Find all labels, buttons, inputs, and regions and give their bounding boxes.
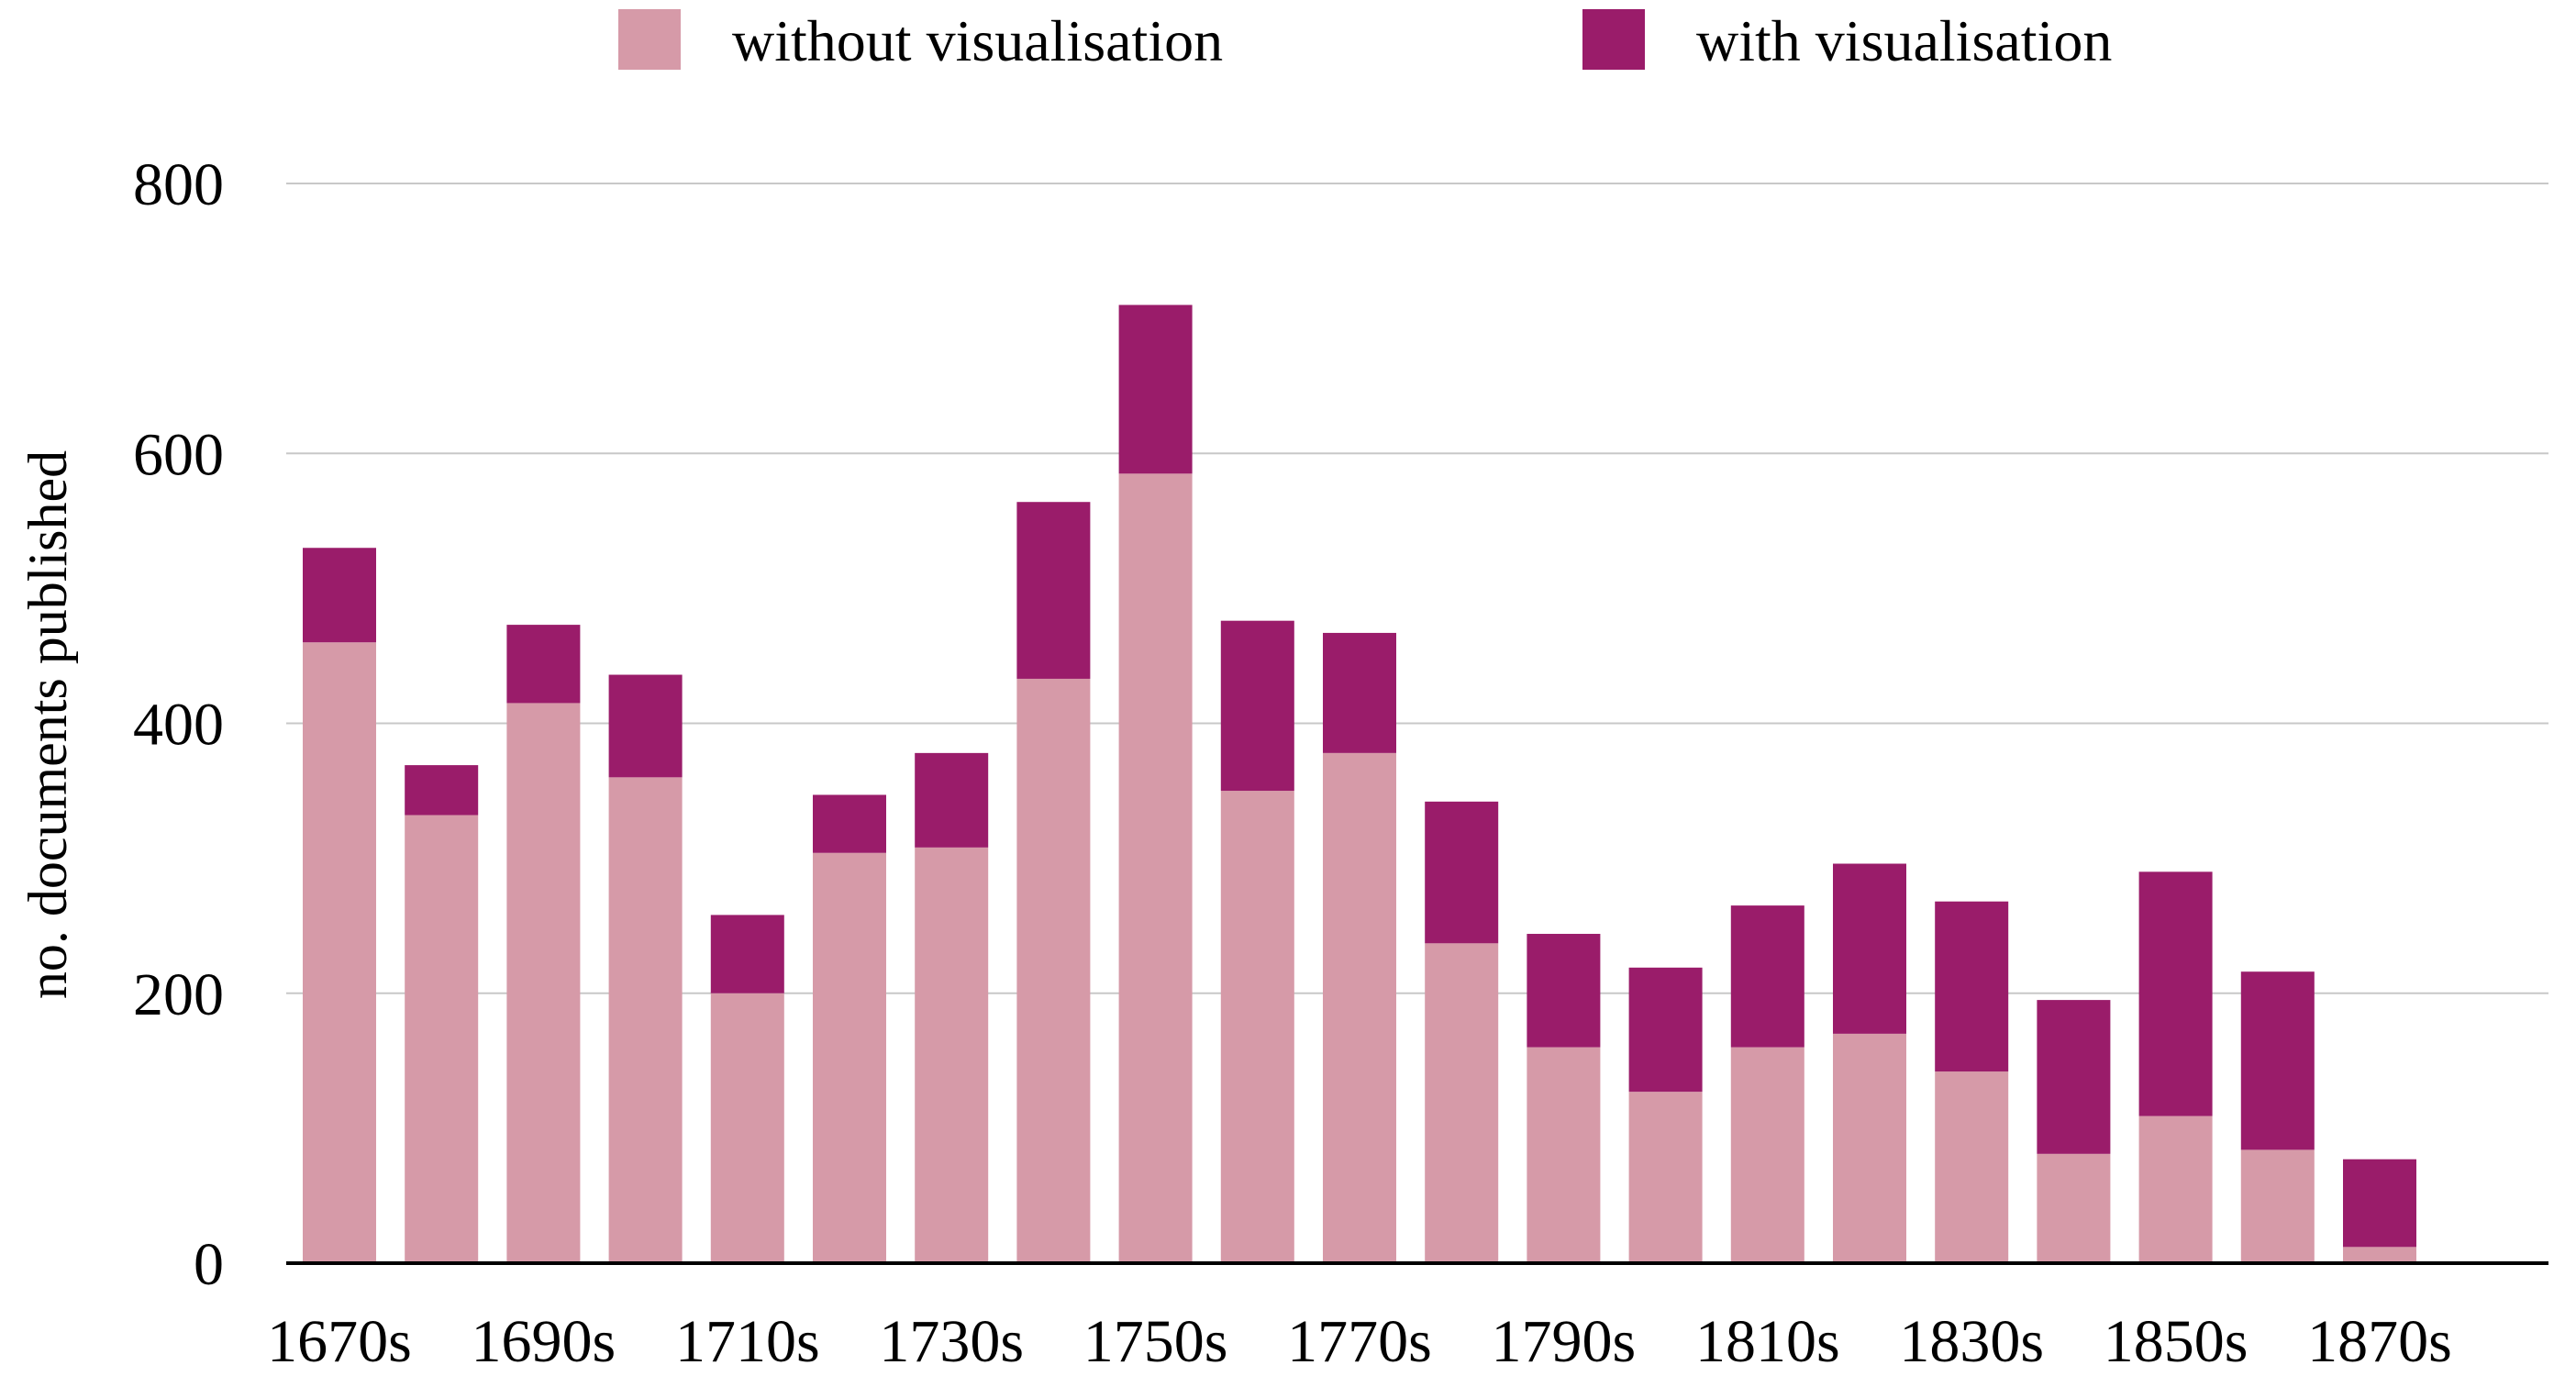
bar-1850s-without	[2138, 1115, 2213, 1263]
bar-1870s-without	[2343, 1247, 2416, 1263]
bar-1760s-without	[1220, 791, 1294, 1263]
legend-swatch-with	[1582, 9, 1645, 70]
x-tick-label-1730s: 1730s	[879, 1308, 1024, 1375]
bar-1750s-without	[1118, 473, 1193, 1263]
bar-1840s-without	[2037, 1153, 2111, 1263]
bar-1700s-with	[608, 674, 683, 778]
bar-1780s-with	[1425, 801, 1499, 944]
bar-1720s-with	[813, 794, 886, 853]
bars	[303, 305, 2416, 1263]
x-tick-label-1790s: 1790s	[1492, 1308, 1637, 1375]
bar-1780s-without	[1425, 943, 1499, 1263]
x-tick-label-1770s: 1770s	[1287, 1308, 1432, 1375]
bar-1830s-without	[1935, 1071, 2009, 1263]
bar-1690s-with	[506, 625, 581, 704]
bar-1810s-with	[1730, 905, 1804, 1048]
y-tick-label-600: 600	[133, 421, 224, 488]
x-tick-label-1810s: 1810s	[1695, 1308, 1840, 1375]
legend-swatch-without	[618, 9, 681, 70]
bar-1740s-with	[1016, 502, 1091, 679]
y-tick-label-800: 800	[133, 151, 224, 218]
bar-1700s-without	[608, 777, 683, 1263]
bar-1750s-with	[1118, 305, 1193, 474]
x-tick-label-1710s: 1710s	[675, 1308, 820, 1375]
bar-1690s-without	[506, 703, 581, 1263]
bar-1800s-without	[1628, 1092, 1703, 1263]
bar-1820s-without	[1833, 1033, 1906, 1263]
y-tick-label-200: 200	[133, 961, 224, 1028]
bar-1670s-with	[303, 548, 376, 643]
bar-1730s-with	[915, 752, 989, 848]
bar-1870s-with	[2343, 1159, 2416, 1248]
bar-1820s-with	[1833, 863, 1906, 1034]
bar-1850s-with	[2138, 871, 2213, 1116]
bar-1680s-without	[405, 815, 479, 1263]
y-axis-title: no. documents published	[17, 450, 78, 999]
bar-1800s-with	[1628, 967, 1703, 1093]
y-axis-ticks: 0 200 400 600 800	[133, 151, 224, 1298]
x-tick-label-1690s: 1690s	[472, 1308, 616, 1375]
bar-1710s-without	[710, 993, 784, 1263]
bar-1830s-with	[1935, 901, 2009, 1072]
y-tick-label-0: 0	[194, 1231, 224, 1298]
bar-1760s-with	[1220, 620, 1294, 792]
x-tick-label-1670s: 1670s	[267, 1308, 412, 1375]
bar-1770s-without	[1323, 752, 1396, 1263]
bar-1740s-without	[1016, 678, 1091, 1263]
bar-1720s-without	[813, 852, 886, 1263]
bar-1770s-with	[1323, 632, 1396, 753]
bar-1730s-without	[915, 847, 989, 1263]
bar-1670s-without	[303, 642, 376, 1263]
bar-1810s-without	[1730, 1047, 1804, 1263]
bar-1860s-without	[2240, 1149, 2315, 1263]
legend-label-with: with visualisation	[1696, 8, 2112, 73]
bar-1860s-with	[2240, 971, 2315, 1150]
x-tick-label-1850s: 1850s	[2104, 1308, 2248, 1375]
y-tick-label-400: 400	[133, 692, 224, 759]
x-tick-label-1870s: 1870s	[2307, 1308, 2452, 1375]
legend-label-without: without visualisation	[732, 8, 1223, 73]
x-tick-label-1750s: 1750s	[1083, 1308, 1228, 1375]
x-tick-label-1830s: 1830s	[1899, 1308, 2044, 1375]
bar-1840s-with	[2037, 1000, 2111, 1154]
legend: without visualisation with visualisation	[618, 8, 2112, 73]
bar-1710s-with	[710, 915, 784, 993]
bar-1680s-with	[405, 765, 479, 816]
bar-1790s-without	[1527, 1047, 1601, 1263]
bar-1790s-with	[1527, 934, 1601, 1048]
x-axis-ticks: 1670s 1690s 1710s 1730s 1750s 1770s 1790s 1810s…	[267, 1308, 2452, 1375]
